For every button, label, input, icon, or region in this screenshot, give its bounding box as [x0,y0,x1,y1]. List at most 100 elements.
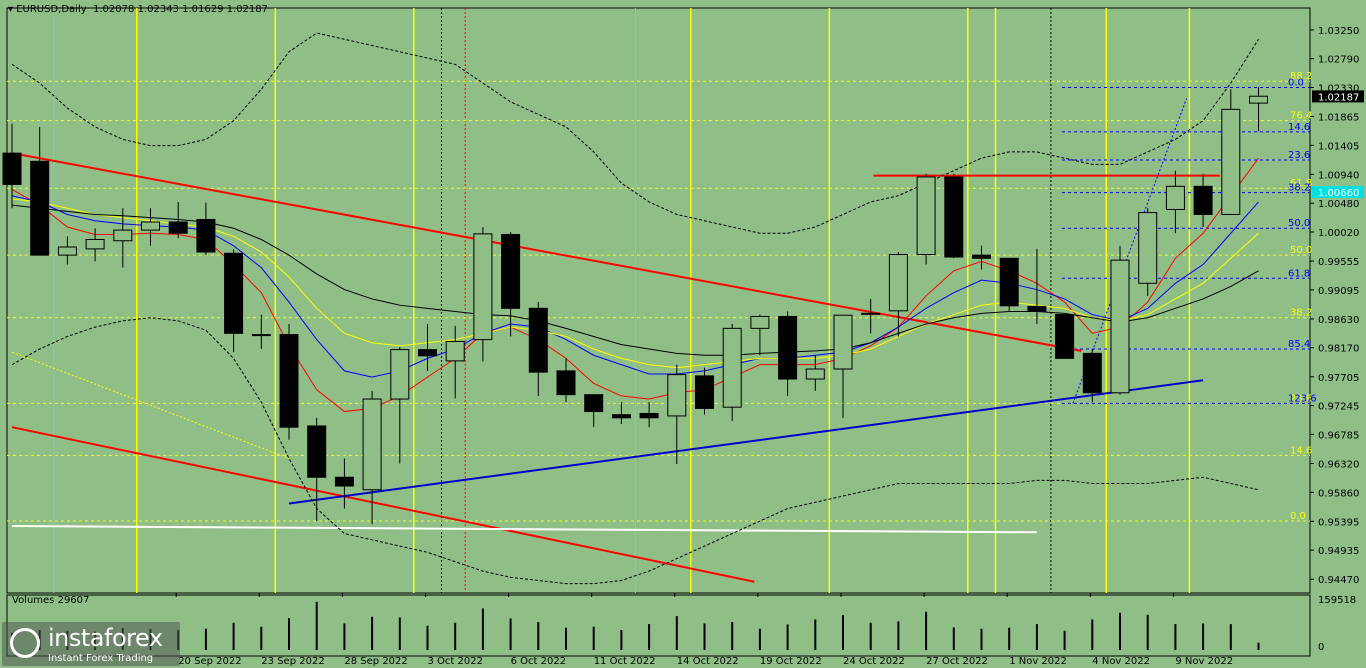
date-tick-label: 24 Oct 2022 [843,656,905,667]
fib-label-yellow: 0.0 [1290,511,1306,522]
highlight-price-label: 1.00660 [1318,188,1359,199]
close-value: 1.02187 [226,4,269,15]
bull-candle [750,315,770,329]
instaforex-logo: instaforex Instant Forex Trading [2,622,180,666]
date-axis: 20 Sep 2022 23 Sep 2022 28 Sep 2022 3 Oct 2… [175,593,1233,667]
logo-icon [10,628,40,658]
bull-candle [57,246,77,256]
white-long-ma [11,525,1037,534]
bear-candle [2,152,22,185]
date-tick-label: 27 Oct 2022 [926,656,988,667]
bull-candle [861,312,881,315]
price-tick-label: 1.03250 [1318,26,1359,37]
price-tick-label: 1.00940 [1318,170,1359,181]
date-tick-label: 28 Sep 2022 [344,656,407,667]
date-tick-label: 3 Oct 2022 [428,656,483,667]
logo-name: instaforex [48,624,163,652]
fib-label-blue: 123.6 [1288,393,1317,404]
date-tick-label: 6 Oct 2022 [511,656,566,667]
bear-candle [30,160,50,256]
bear-candle [584,394,604,413]
fib-label-blue: 50.0 [1288,218,1310,229]
price-tick-label: 1.00480 [1318,199,1359,210]
fib-label-yellow: 76.4 [1290,111,1312,122]
volume-pane [6,594,1311,657]
price-tick-label: 1.00020 [1318,228,1359,239]
bull-candle [362,398,382,491]
vertical-grid-lines [53,8,1191,593]
bear-candle [418,349,437,357]
bear-candle [279,334,299,428]
bear-candle [556,370,576,396]
volume-zero-label: 0 [1318,642,1324,653]
bear-candle [944,176,964,258]
date-tick-label: 23 Sep 2022 [261,656,324,667]
fib-label-yellow: 23.6 [1290,393,1312,404]
bear-candle [334,476,354,487]
bull-candle [85,238,105,250]
volume-max-label: 159518 [1318,595,1356,606]
volume-title: Volumes 29607 [12,595,90,606]
bull-candle [888,254,908,312]
bear-candle [695,375,714,409]
fib-label-blue: 85.4 [1288,339,1310,350]
price-tick-label: 1.01865 [1318,113,1359,124]
price-tick-label: 0.97245 [1318,402,1359,413]
price-tick-label: 0.98170 [1318,344,1359,355]
bear-candle [168,221,188,234]
bull-candle [1165,185,1185,210]
bull-candle [667,374,687,417]
bear-candle [999,257,1019,307]
chart-title: ▾ EURUSD,Daily 1.02078 1.02343 1.01629 1… [8,4,268,15]
date-tick-label: 20 Sep 2022 [178,656,241,667]
bull-candle [722,327,742,408]
bull-candle [1221,108,1241,215]
ma-line-yellow [11,198,1259,369]
fib-label-blue: 23.6 [1288,150,1310,161]
bear-candle [196,218,216,253]
price-tick-label: 0.99095 [1318,286,1359,297]
yellow-dotted-line [11,351,290,459]
ma-line-blue [11,195,1259,378]
bull-candle [251,334,271,337]
bull-candle [445,340,465,362]
date-tick-label: 1 Nov 2022 [1009,656,1067,667]
bull-candle [141,221,160,231]
upper-red-trendline [11,152,1082,352]
bull-candle [1110,259,1130,394]
price-tick-label: 0.96320 [1318,459,1359,470]
fib-label-yellow: 88.2 [1290,71,1312,82]
fib-label-blue: 0.0 [1288,77,1304,88]
price-axis: 1.03250 1.02790 1.02330 1.01865 1.01405 1.009… [1310,26,1364,653]
ma-line-bb_upper [11,32,1259,234]
moving-averages [11,32,1259,585]
current-price-label: 1.02187 [1318,92,1359,103]
bear-candle [639,412,659,419]
price-tick-label: 0.95860 [1318,488,1359,499]
bear-candle [1082,352,1102,394]
logo-tagline: Instant Forex Trading [48,653,154,664]
bear-candle [528,307,548,373]
symbol-caret-icon[interactable]: ▾ [8,4,14,15]
price-tick-label: 0.94935 [1318,546,1359,557]
bear-candle [611,414,631,419]
date-tick-label: 11 Oct 2022 [594,656,656,667]
high-value: 1.02343 [137,4,179,15]
fib-label-yellow: 14.6 [1290,445,1312,456]
bear-candle [1055,314,1075,359]
bear-candle [501,233,521,309]
date-tick-label: 14 Oct 2022 [677,656,739,667]
bear-candle [307,425,327,478]
bear-candle [778,315,798,380]
price-tick-label: 1.02790 [1318,55,1359,66]
trend-lines [11,98,1220,583]
bull-candle [1138,212,1158,284]
bull-candle [473,233,493,341]
bear-candle [1027,305,1047,312]
bear-candle [972,254,991,259]
highlight-price-box [1312,185,1364,198]
volume-bars [11,601,1260,650]
fib-label-yellow: 38.2 [1290,308,1312,319]
bull-candle [1249,95,1268,104]
